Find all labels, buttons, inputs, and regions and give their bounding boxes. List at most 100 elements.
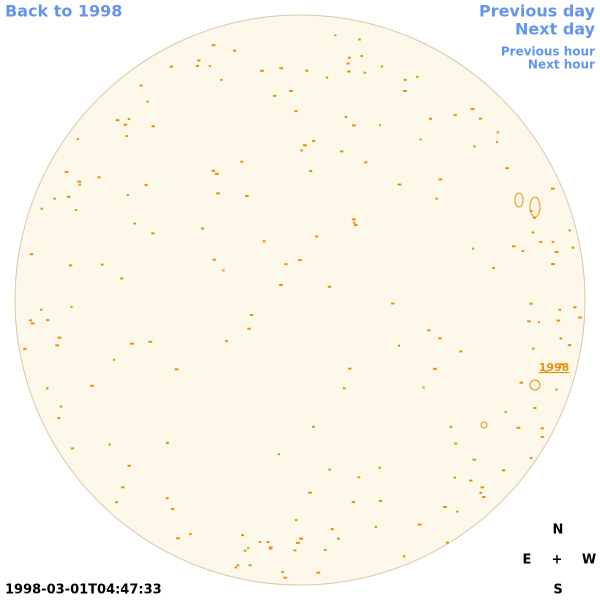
spot-mark: [197, 59, 201, 62]
spot-mark: [40, 207, 43, 210]
spot-mark: [530, 210, 533, 212]
spot-mark: [316, 571, 321, 574]
region-contour: [480, 421, 488, 429]
spot-mark: [378, 124, 381, 127]
spot-mark: [57, 417, 61, 420]
spot-mark: [303, 144, 307, 147]
spot-mark: [201, 227, 205, 230]
spot-mark: [165, 497, 169, 500]
previous-hour-link[interactable]: Previous hour: [501, 45, 595, 59]
spot-mark: [470, 108, 475, 110]
spot-mark: [272, 94, 277, 97]
spot-mark: [556, 319, 561, 322]
spot-mark: [225, 340, 228, 343]
spot-mark: [354, 224, 358, 226]
spot-mark: [101, 263, 104, 266]
spot-mark: [78, 183, 82, 186]
spot-mark: [248, 564, 252, 567]
spot-mark: [433, 367, 437, 370]
spot-mark: [279, 284, 283, 286]
spot-mark: [453, 114, 457, 117]
spot-mark: [279, 67, 284, 70]
spot-mark: [540, 427, 544, 430]
spot-mark: [328, 468, 331, 471]
spot-mark: [402, 555, 406, 558]
spot-mark: [516, 426, 521, 429]
spot-mark: [532, 347, 535, 350]
spot-mark: [364, 161, 368, 164]
spot-mark: [211, 169, 216, 172]
spot-mark: [23, 347, 27, 350]
spot-mark: [215, 172, 219, 175]
spot-mark: [195, 64, 200, 67]
spot-mark: [403, 90, 407, 92]
spot-mark: [146, 100, 149, 103]
spot-mark: [519, 381, 523, 384]
spot-mark: [351, 218, 356, 221]
spot-mark: [347, 70, 351, 73]
spot-mark: [416, 75, 419, 78]
spot-mark: [336, 537, 340, 540]
back-link[interactable]: Back to 1998: [5, 2, 122, 21]
spot-mark: [245, 195, 249, 198]
spot-mark: [357, 476, 361, 479]
spot-mark: [340, 150, 344, 153]
spot-mark: [398, 344, 400, 347]
compass-east: E: [523, 553, 532, 568]
spot-mark: [578, 316, 582, 319]
spot-mark: [324, 548, 327, 551]
spot-mark: [283, 576, 288, 579]
previous-day-link[interactable]: Previous day: [479, 2, 596, 21]
spot-mark: [115, 119, 120, 122]
spot-mark: [521, 250, 524, 252]
region-contour: [529, 379, 541, 391]
spot-mark: [527, 320, 531, 323]
spot-mark: [480, 486, 485, 489]
spot-mark: [530, 457, 533, 459]
spot-mark: [330, 528, 334, 531]
spot-mark: [380, 65, 383, 68]
spot-mark: [300, 149, 303, 152]
spot-mark: [360, 55, 363, 57]
spot-mark: [120, 277, 124, 280]
spot-mark: [29, 253, 34, 256]
spot-mark: [358, 38, 361, 41]
spot-mark: [453, 476, 457, 479]
region-link[interactable]: 1998: [539, 361, 570, 374]
spot-mark: [127, 464, 131, 467]
spot-mark: [66, 195, 71, 198]
spot-mark: [559, 337, 563, 340]
next-day-link[interactable]: Next day: [515, 20, 596, 39]
spot-mark: [269, 547, 272, 550]
active-regions: [23, 34, 582, 579]
compass-north: N: [553, 523, 564, 538]
spot-mark: [353, 221, 356, 224]
spot-mark: [551, 187, 555, 190]
spot-mark: [148, 340, 153, 343]
spot-mark: [438, 178, 443, 181]
spot-mark: [478, 117, 483, 120]
spot-mark: [220, 78, 223, 81]
spot-mark: [249, 314, 254, 316]
spot-mark: [240, 160, 244, 163]
spot-mark: [347, 56, 351, 59]
spot-mark: [445, 541, 449, 544]
spot-mark: [512, 245, 516, 248]
spot-mark: [378, 500, 382, 502]
spot-mark: [189, 533, 192, 535]
spot-mark: [495, 141, 498, 143]
spot-mark: [268, 546, 273, 549]
spot-mark: [308, 491, 312, 494]
spot-mark: [533, 407, 537, 409]
spot-mark: [247, 547, 250, 550]
spot-mark: [176, 537, 180, 540]
spot-mark: [422, 386, 425, 389]
spot-mark: [57, 336, 62, 339]
spot-mark: [363, 71, 366, 74]
spot-mark: [243, 549, 247, 552]
spot-mark: [298, 259, 302, 262]
next-hour-link[interactable]: Next hour: [528, 58, 595, 72]
spot-mark: [531, 231, 535, 234]
spot-mark: [559, 363, 564, 366]
